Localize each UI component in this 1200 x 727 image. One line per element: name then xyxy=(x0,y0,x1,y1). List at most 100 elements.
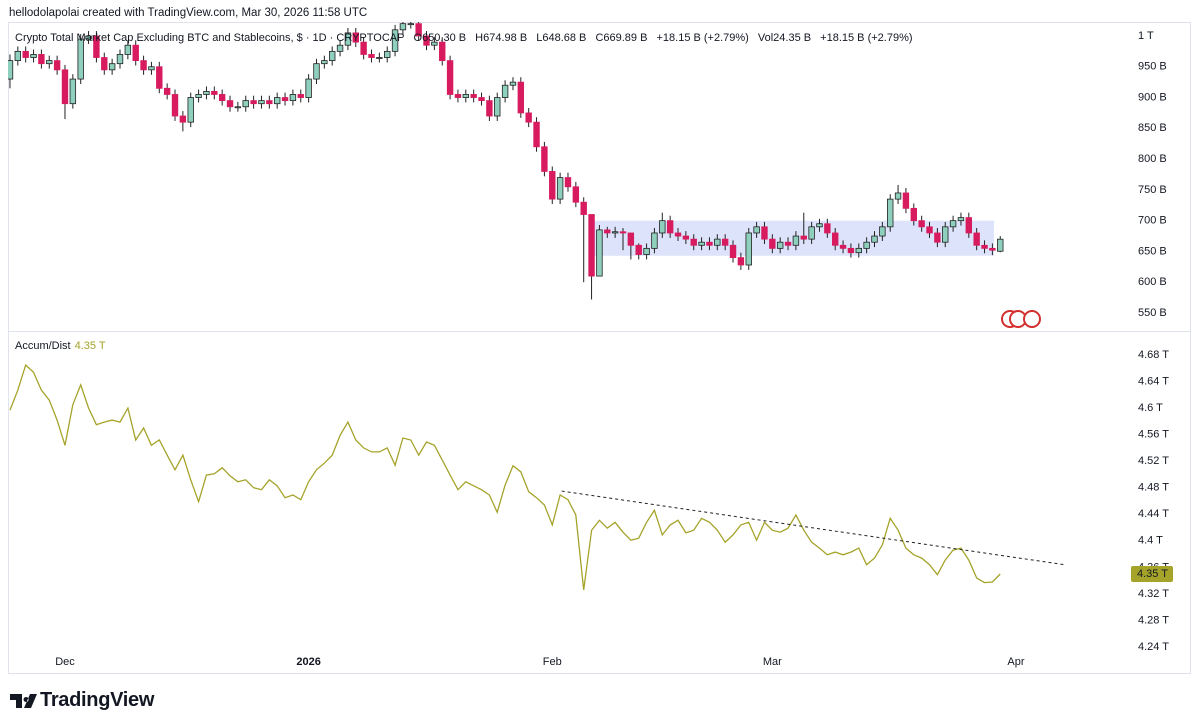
candle-body xyxy=(525,112,532,123)
candle-body xyxy=(572,186,580,203)
candle-body xyxy=(659,220,666,234)
candle-body xyxy=(266,100,273,105)
candle-body xyxy=(336,44,344,52)
candle-body xyxy=(635,244,642,255)
candle-body xyxy=(156,66,163,89)
y-tick-label: 900 B xyxy=(1138,91,1167,103)
candle-body xyxy=(855,247,862,254)
candle-body xyxy=(344,32,352,46)
candle-body xyxy=(407,23,414,26)
candle-body xyxy=(769,238,776,249)
candle-body xyxy=(187,97,194,123)
candle-body xyxy=(816,223,823,228)
candle-body xyxy=(470,94,477,98)
candle-body xyxy=(501,84,509,98)
candle-body xyxy=(666,220,674,234)
candle-body xyxy=(446,60,454,95)
candle-body xyxy=(234,106,242,109)
legend-high: H674.98 B xyxy=(475,32,528,44)
y-tick-label: 4.52 T xyxy=(1138,455,1169,467)
candle-body xyxy=(124,44,132,55)
candle-body xyxy=(273,97,281,105)
indicator-pane xyxy=(9,363,1065,590)
candle-body xyxy=(674,232,682,237)
candle-body xyxy=(761,226,768,240)
candle-body xyxy=(926,226,933,234)
candle-body xyxy=(588,214,595,277)
candle-body xyxy=(737,257,745,266)
candle-body xyxy=(93,35,100,58)
candle-body xyxy=(391,29,399,52)
candle-body xyxy=(399,23,407,31)
candle-body xyxy=(800,235,807,240)
candle-body xyxy=(619,231,627,234)
candle-body xyxy=(729,244,737,259)
candle-body xyxy=(721,238,729,246)
candle-body xyxy=(596,229,603,277)
candle-body xyxy=(611,231,619,234)
candle-body xyxy=(643,247,650,255)
candle-body xyxy=(957,217,965,222)
candle-body xyxy=(454,94,462,98)
legend-volume-change: +18.15 B (+2.79%) xyxy=(820,32,913,44)
candle-body xyxy=(226,100,234,108)
y-tick-label: 750 B xyxy=(1138,184,1167,196)
y-tick-label: 4.24 T xyxy=(1138,641,1169,653)
candle-body xyxy=(132,44,139,62)
candle-body xyxy=(289,94,297,102)
candle-body xyxy=(997,238,1004,252)
candle-body xyxy=(871,235,878,243)
candle-body xyxy=(564,177,572,188)
y-tick-label: 850 B xyxy=(1138,122,1167,134)
header: hellodolapolai created with TradingView.… xyxy=(9,7,368,19)
candle-body xyxy=(203,90,210,95)
candle-body xyxy=(258,100,265,105)
candle-body xyxy=(46,60,53,65)
candle-body xyxy=(384,50,391,58)
candle-body xyxy=(116,54,124,65)
candle-body xyxy=(942,226,949,243)
candle-body xyxy=(195,94,202,98)
candle-body xyxy=(8,60,14,80)
candle-body xyxy=(902,192,910,209)
y-tick-label: 700 B xyxy=(1138,215,1167,227)
candle-body xyxy=(494,97,501,117)
candle-body xyxy=(360,41,367,55)
candle-body xyxy=(973,232,980,246)
x-tick-label: 2026 xyxy=(296,656,320,668)
candle-body xyxy=(423,35,430,46)
candle-body xyxy=(981,244,988,249)
candle-body xyxy=(847,247,855,254)
candle-body xyxy=(509,81,517,86)
candle-body xyxy=(415,23,422,37)
y-tick-label: 4.32 T xyxy=(1138,588,1169,600)
chart-title: Crypto Total Market Cap Excluding BTC an… xyxy=(15,32,405,44)
candle-body xyxy=(140,60,147,71)
candle-body xyxy=(439,41,446,62)
candle-body xyxy=(832,232,839,246)
legend: Crypto Total Market Cap Excluding BTC an… xyxy=(15,32,919,44)
frame xyxy=(8,22,1191,674)
x-tick-label: Apr xyxy=(1007,656,1024,668)
candle-body xyxy=(808,226,815,240)
candle-body xyxy=(101,57,108,71)
candle-body xyxy=(148,66,155,71)
candle-body xyxy=(329,50,336,62)
candle-body xyxy=(839,244,847,249)
candle-body xyxy=(549,171,556,200)
candle-body xyxy=(163,87,171,95)
candle-body xyxy=(863,241,870,249)
event-icon[interactable] xyxy=(1023,310,1041,328)
candle-body xyxy=(77,38,84,80)
price-pane xyxy=(8,22,1004,300)
candle-body xyxy=(517,81,525,114)
candle-body xyxy=(934,232,941,243)
y-tick-label: 1 T xyxy=(1138,30,1154,42)
axes: 1 T 950 B 900 B 850 B 800 B 750 B 700 B 650 B 60… xyxy=(55,30,1173,668)
candle-body xyxy=(242,100,249,108)
candle-body xyxy=(368,54,375,58)
y-tick-label: 550 B xyxy=(1138,307,1167,319)
candle-body xyxy=(784,241,792,246)
candle-body xyxy=(690,238,697,246)
